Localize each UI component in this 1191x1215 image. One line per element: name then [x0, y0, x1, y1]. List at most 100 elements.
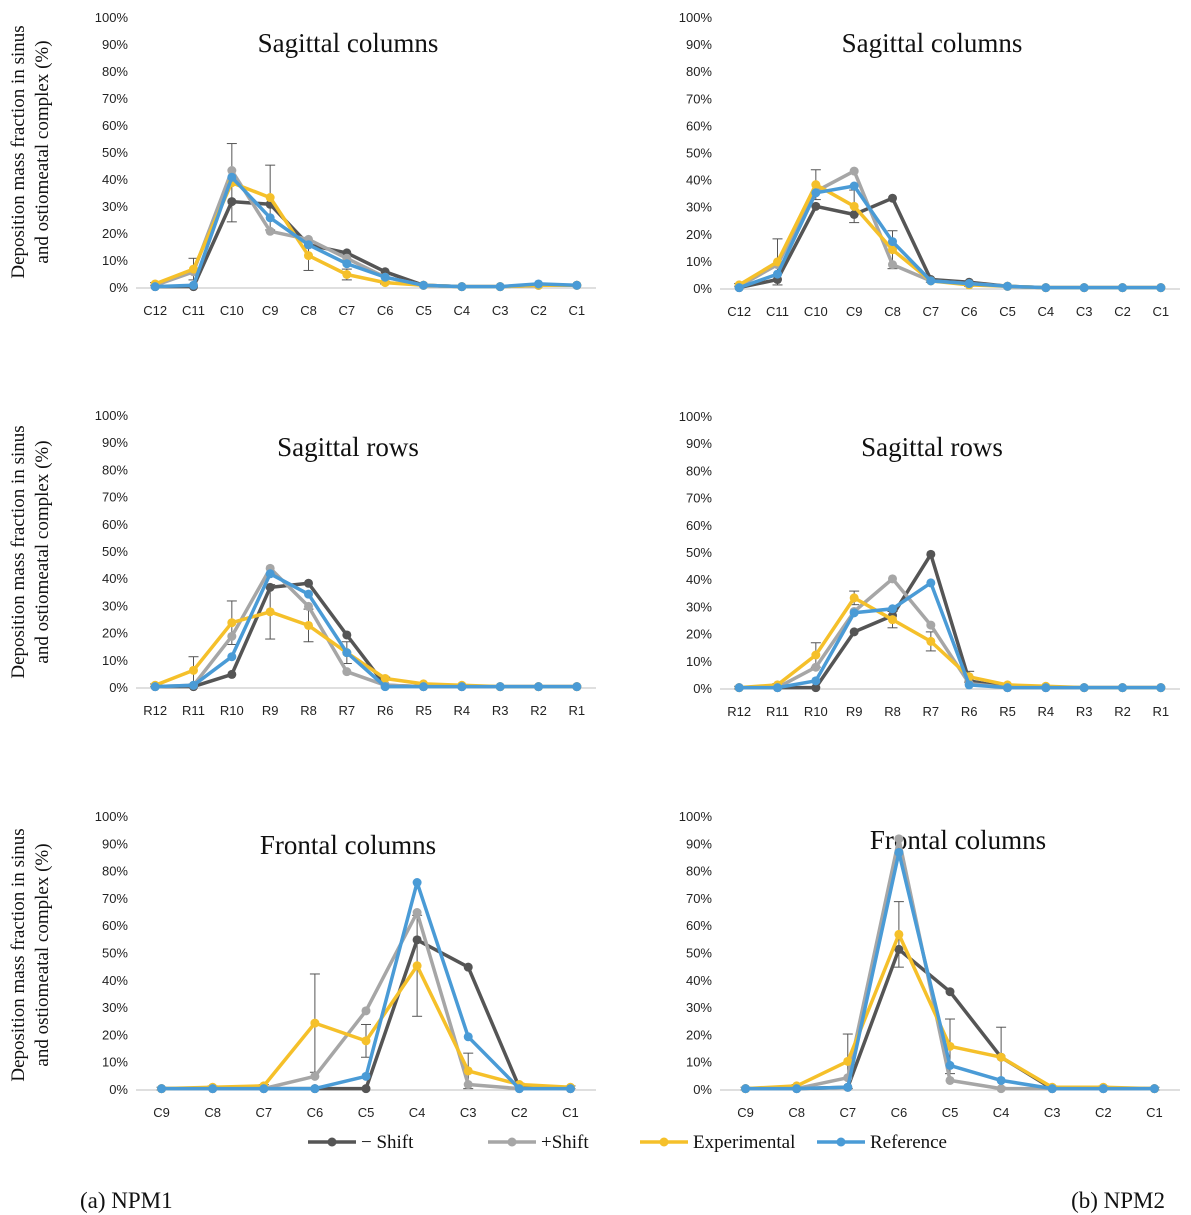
y-tick-label: 60%	[102, 517, 128, 532]
data-point	[310, 1084, 320, 1094]
y-tick-label: 0%	[693, 681, 712, 696]
y-tick-label: 20%	[102, 626, 128, 641]
chart-title: Sagittal rows	[277, 432, 419, 462]
data-point	[888, 615, 897, 625]
y-tick-label: 100%	[95, 10, 129, 25]
data-point	[208, 1084, 218, 1094]
x-tick-label: C10	[804, 304, 828, 319]
data-point	[189, 680, 198, 690]
data-point	[1118, 283, 1127, 293]
series-reference	[150, 172, 582, 292]
y-tick-label: 70%	[102, 891, 128, 906]
data-point	[811, 676, 821, 686]
x-tick-label: R12	[143, 703, 167, 718]
data-point	[412, 878, 422, 888]
data-point	[380, 673, 390, 683]
y-tick-label: 10%	[686, 254, 712, 269]
legend-label: +Shift	[541, 1132, 589, 1153]
legend-item-plus-shift: +Shift	[488, 1132, 589, 1153]
y-axis-label-line2: and ostiomeatal complex (%)	[32, 440, 53, 663]
chart-title: Sagittal rows	[861, 432, 1003, 462]
data-point	[380, 682, 390, 692]
data-point	[1047, 1084, 1057, 1094]
x-tick-label: C1	[1146, 1105, 1163, 1120]
y-tick-label: 100%	[679, 809, 713, 824]
x-tick-label: C6	[891, 1105, 908, 1120]
chart-panel-6: 0% 10% 20% 30% 40% 50% 60% 70% 80% 90% 100% C9 C8 C7 C…	[679, 809, 1180, 1120]
data-point	[342, 630, 352, 640]
legend-swatch-marker	[507, 1137, 517, 1147]
series-reference	[734, 578, 1166, 693]
x-tick-label: R10	[804, 704, 828, 719]
data-point	[926, 620, 936, 630]
x-tick-label: C2	[1095, 1105, 1112, 1120]
data-point	[265, 607, 275, 617]
data-point	[565, 1084, 575, 1094]
data-point	[304, 589, 313, 599]
y-tick-label: 40%	[686, 572, 712, 587]
x-tick-label: C4	[409, 1105, 426, 1120]
x-tick-label: R4	[1038, 704, 1055, 719]
y-tick-label: 30%	[102, 598, 128, 613]
x-tick-label: C5	[358, 1105, 375, 1120]
y-tick-label: 40%	[102, 571, 128, 586]
data-point	[189, 665, 198, 675]
y-tick-label: 0%	[109, 1082, 128, 1097]
data-point	[572, 280, 582, 290]
data-point	[792, 1084, 802, 1094]
legend-item-experimental: Experimental	[640, 1132, 795, 1153]
data-point	[773, 683, 782, 693]
y-tick-label: 70%	[686, 891, 712, 906]
x-tick-label: C3	[1044, 1105, 1061, 1120]
data-point	[926, 549, 936, 559]
y-tick-label: 20%	[686, 1027, 712, 1042]
data-point	[310, 1018, 320, 1028]
data-point	[888, 237, 897, 247]
data-point	[265, 213, 275, 223]
y-tick-label: 80%	[102, 462, 128, 477]
x-tick-label: R4	[454, 703, 471, 718]
data-point	[189, 280, 198, 290]
legend: − Shift +Shift Experimental Reference	[308, 1132, 947, 1153]
y-tick-label: 70%	[102, 490, 128, 505]
y-tick-label: 60%	[686, 918, 712, 933]
y-axis-label-line2: and ostiomeatal complex (%)	[32, 843, 53, 1066]
x-tick-label: C6	[377, 303, 394, 318]
data-point	[734, 283, 744, 293]
data-point	[534, 682, 543, 692]
data-point	[342, 270, 352, 279]
y-tick-label: 50%	[686, 545, 712, 560]
data-point	[888, 245, 897, 255]
y-tick-label: 30%	[102, 199, 128, 214]
legend-swatch-marker	[327, 1137, 337, 1147]
legend-swatch-marker	[836, 1137, 846, 1147]
data-point	[534, 279, 543, 289]
x-tick-label: C6	[307, 1105, 324, 1120]
data-point	[419, 682, 428, 692]
data-point	[811, 662, 821, 672]
x-tick-label: C9	[846, 304, 863, 319]
data-point	[227, 618, 237, 628]
data-point	[227, 197, 237, 207]
charts-layer: 0% 10% 20% 30% 40% 50% 60% 70% 80% 90% 100% C12 C11 C…	[95, 10, 1180, 1120]
data-point	[1079, 683, 1089, 693]
x-tick-label: R11	[766, 704, 789, 719]
data-point	[259, 1084, 269, 1094]
x-tick-label: C4	[454, 303, 471, 318]
x-tick-label: R9	[846, 704, 863, 719]
data-point	[412, 908, 422, 918]
data-point	[996, 1084, 1006, 1094]
y-tick-label: 0%	[109, 680, 128, 695]
x-tick-label: R3	[492, 703, 509, 718]
x-tick-label: R10	[220, 703, 244, 718]
y-tick-label: 60%	[102, 918, 128, 933]
data-point	[849, 181, 859, 191]
data-point	[741, 1084, 751, 1094]
x-tick-label: C2	[530, 303, 547, 318]
y-tick-label: 20%	[102, 1027, 128, 1042]
y-tick-label: 80%	[102, 864, 128, 879]
legend-item-minus-shift: − Shift	[308, 1132, 414, 1153]
data-point	[463, 1080, 473, 1090]
legend-label: Experimental	[693, 1132, 795, 1153]
y-tick-label: 10%	[686, 1055, 712, 1070]
